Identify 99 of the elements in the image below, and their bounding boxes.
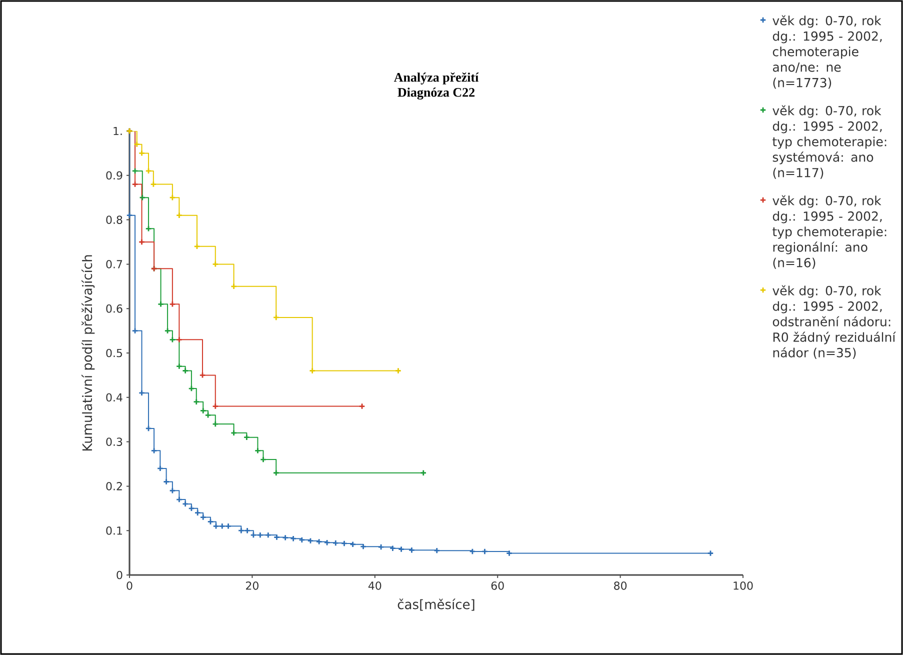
point — [224, 522, 232, 530]
point — [164, 327, 171, 334]
legend-label: věk dg: 0-70, rok dg.: 1995 - 2002, typ chemoterapie: systémová: ano (n=117) — [772, 105, 886, 179]
point — [332, 540, 339, 546]
y-tick-label: 0.4 — [106, 393, 122, 402]
point — [408, 546, 416, 554]
chart-subtitle: Diagnóza C22 — [398, 88, 475, 100]
point — [145, 225, 152, 232]
point — [169, 194, 176, 201]
point — [193, 398, 200, 406]
point — [254, 447, 262, 454]
point — [138, 150, 146, 156]
point — [260, 456, 267, 463]
y-tick-label: 1. — [114, 126, 122, 136]
point — [309, 367, 316, 374]
point — [188, 505, 195, 512]
point — [340, 540, 348, 547]
point — [169, 300, 176, 308]
point — [145, 168, 152, 174]
x-axis-title: čas[měsíce] — [398, 598, 474, 611]
point — [272, 470, 280, 476]
point — [139, 194, 146, 201]
point — [150, 447, 158, 454]
point — [182, 367, 189, 374]
y-tick-label: 0.6 — [106, 304, 122, 313]
y-tick-label: 0.7 — [106, 260, 122, 268]
x-tick-label: 0 — [126, 582, 132, 590]
point — [194, 243, 200, 250]
y-axis-title: Kumulativní podíl přežívajících — [82, 255, 95, 450]
point — [132, 168, 138, 174]
point — [230, 283, 238, 290]
point — [481, 548, 488, 555]
point — [238, 527, 244, 534]
point — [243, 434, 250, 441]
point — [138, 238, 146, 246]
point — [182, 500, 189, 508]
y-tick-label: 0.9 — [106, 171, 122, 180]
point — [398, 546, 405, 553]
point — [145, 425, 152, 432]
x-tick-label: 80 — [614, 582, 627, 590]
point — [273, 534, 280, 541]
point — [272, 314, 280, 321]
point — [157, 300, 164, 308]
legend-label: věk dg: 0-70, rok dg.: 1995 - 2002, odstranění nádoru: R0 žádný reziduální nádor (n=35) — [772, 285, 896, 359]
x-tick-label: 40 — [368, 582, 382, 590]
point — [256, 532, 264, 538]
point — [350, 541, 356, 548]
point — [126, 212, 133, 219]
point — [250, 532, 257, 538]
point — [188, 385, 195, 392]
point — [176, 363, 182, 370]
y-tick-label: 0.2 — [106, 482, 122, 490]
point — [212, 402, 219, 410]
point — [212, 420, 219, 428]
legend-label: věk dg: 0-70, rok dg.: 1995 - 2002, chemoterapie ano/ne: ne (n=1773) — [772, 15, 882, 89]
point — [506, 550, 513, 557]
point — [176, 212, 182, 219]
point — [138, 390, 146, 396]
point — [378, 544, 384, 550]
point — [132, 327, 138, 334]
point — [360, 543, 367, 550]
point — [230, 430, 238, 436]
point — [282, 534, 289, 541]
point — [150, 180, 157, 188]
point — [264, 532, 272, 538]
point — [316, 538, 322, 545]
y-tick-label: 0.1 — [106, 526, 122, 535]
point — [324, 539, 330, 546]
y-tick-label: 0.8 — [106, 216, 122, 224]
point — [156, 465, 164, 472]
point — [212, 260, 219, 268]
point — [298, 536, 306, 544]
point — [169, 336, 176, 343]
chart-title: Analýza přežití — [394, 72, 479, 84]
point — [194, 510, 201, 516]
point — [469, 548, 476, 555]
point — [307, 538, 314, 544]
point — [218, 522, 226, 530]
point — [132, 180, 138, 188]
x-tick-label: 100 — [734, 582, 753, 590]
point — [134, 141, 140, 148]
point — [176, 336, 182, 343]
x-tick-label: 60 — [491, 582, 504, 590]
y-tick-label: 0 — [116, 570, 122, 580]
point — [169, 487, 176, 494]
y-tick-label: 0.5 — [106, 348, 122, 358]
point — [434, 547, 440, 554]
point — [212, 522, 220, 530]
y-tick-label: 0.3 — [106, 438, 122, 446]
point — [200, 514, 206, 521]
point — [207, 518, 214, 526]
x-tick-label: 20 — [246, 582, 258, 590]
legend-label: věk dg: 0-70, rok dg.: 1995 - 2002, typ chemoterapie: regionální: ano (n=16) — [772, 195, 886, 269]
point — [163, 478, 170, 486]
point — [244, 527, 251, 534]
point — [176, 496, 182, 503]
point — [290, 535, 297, 542]
point — [199, 372, 206, 378]
point — [389, 545, 396, 552]
